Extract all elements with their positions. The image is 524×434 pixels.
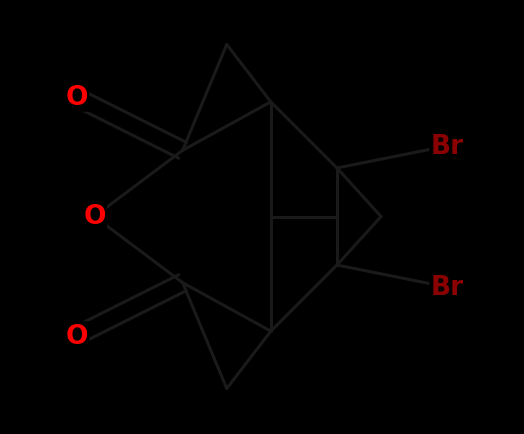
Text: Br: Br — [431, 274, 464, 300]
Text: O: O — [83, 204, 106, 230]
Text: O: O — [66, 323, 88, 349]
Text: Br: Br — [431, 134, 464, 160]
Text: O: O — [66, 85, 88, 111]
